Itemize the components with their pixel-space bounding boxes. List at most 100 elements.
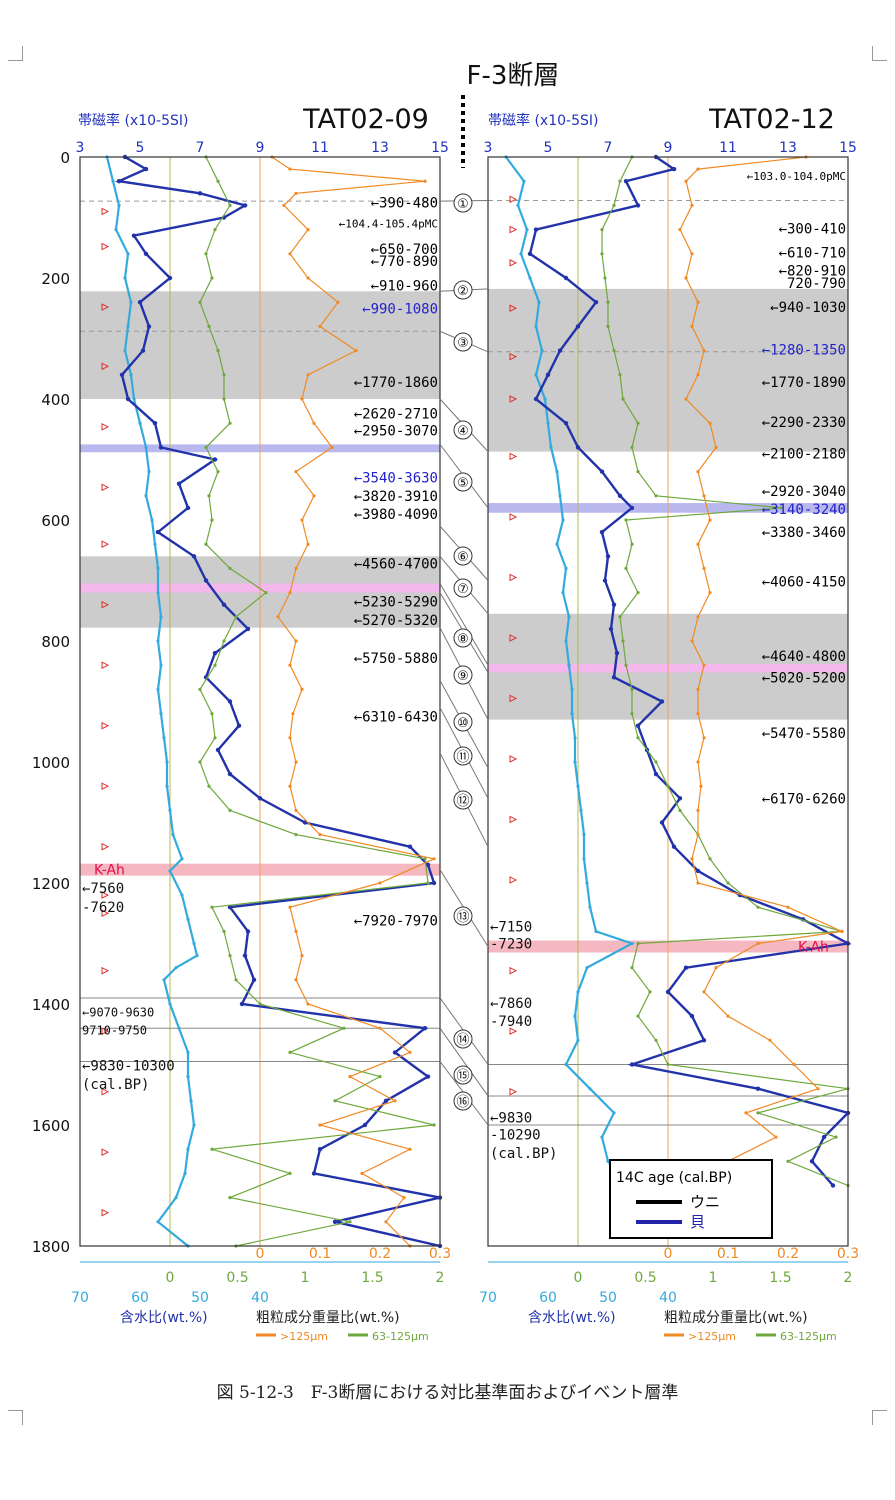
point-water [191, 554, 197, 559]
point-magnetic [558, 494, 562, 498]
coarse-axis-label: 粗粒成分重量比(wt.%) [256, 1310, 400, 1326]
point-coarse_125 [306, 276, 310, 280]
depth-tick-label: 400 [41, 391, 70, 409]
correlation-circle [453, 712, 473, 732]
point-coarse_125 [432, 857, 436, 861]
coarse63-tick-label: 1 [301, 1270, 310, 1286]
connector-line [439, 1027, 489, 1097]
date-label: ←910-960 [371, 278, 438, 294]
date-label: ←770-890 [371, 254, 438, 270]
correlation-circle [453, 420, 473, 440]
point-water [185, 505, 191, 511]
correlation-circle [453, 628, 473, 648]
point-coarse_125 [696, 687, 700, 692]
point-coarse_125 [702, 663, 706, 667]
coarse125-tick-label: 0.2 [777, 1246, 799, 1262]
point-coarse_125 [294, 978, 298, 982]
point-coarse_125 [708, 518, 712, 522]
point-magnetic [183, 1171, 187, 1175]
coarse63-tick-label: 1.5 [769, 1270, 791, 1286]
date-label: ←7920-7970 [354, 914, 438, 930]
coarse125-tick-label: 0 [664, 1246, 673, 1262]
correlation-number: ⑬ [456, 910, 469, 925]
point-magnetic [111, 179, 115, 183]
point-magnetic [516, 203, 520, 207]
water-tick-label: 60 [539, 1290, 557, 1306]
coarse63-tick-label: 0 [574, 1270, 583, 1286]
point-coarse_63 [618, 373, 622, 377]
coarse125-tick-label: 0.3 [837, 1246, 859, 1262]
point-magnetic [117, 203, 121, 207]
point-coarse_63 [786, 1159, 790, 1163]
coarse125-tick-label: 0.1 [309, 1246, 331, 1262]
point-magnetic [159, 663, 163, 667]
point-magnetic [156, 566, 160, 571]
point-magnetic [129, 300, 133, 304]
point-coarse_125 [714, 966, 718, 970]
point-coarse_63 [222, 397, 226, 401]
date-label: ←6170-6260 [762, 791, 846, 807]
date-label-left: ←7560 [82, 881, 124, 897]
sample-marker [509, 304, 518, 313]
point-coarse_125 [696, 300, 700, 304]
point-coarse_125 [312, 421, 316, 425]
point-coarse_125 [294, 808, 298, 813]
point-water [602, 578, 608, 583]
series-magnetic [105, 156, 199, 1247]
point-magnetic [144, 494, 148, 498]
legend-label-shell: 貝 [690, 1213, 705, 1231]
point-magnetic [126, 324, 130, 328]
point-coarse_125 [294, 760, 298, 764]
point-magnetic [123, 276, 127, 280]
sample-marker [509, 395, 518, 403]
point-magnetic [546, 421, 550, 425]
sample-marker [509, 352, 518, 361]
point-coarse_125 [726, 1014, 730, 1018]
sub-legend-label-125: >125μm [688, 1330, 736, 1343]
point-magnetic [573, 1014, 577, 1018]
magnetic-tick-label: 11 [719, 140, 737, 156]
point-coarse_63 [378, 1075, 382, 1079]
point-magnetic [168, 808, 172, 813]
point-coarse_125 [348, 1075, 352, 1079]
magnetic-tick-label: 11 [311, 140, 329, 156]
point-magnetic [156, 687, 160, 692]
sample-marker [101, 909, 110, 918]
point-magnetic [576, 1038, 580, 1042]
point-coarse_63 [222, 929, 226, 934]
point-magnetic [534, 373, 538, 377]
point-magnetic [192, 1123, 196, 1127]
point-coarse_63 [228, 1196, 232, 1200]
point-coarse_125 [300, 687, 304, 692]
point-coarse_125 [696, 615, 700, 619]
point-magnetic [180, 857, 184, 861]
point-coarse_63 [624, 518, 628, 522]
connector-line [439, 583, 489, 666]
point-coarse_125 [306, 373, 310, 377]
point-coarse_63 [606, 300, 610, 304]
point-coarse_63 [624, 663, 628, 667]
point-coarse_125 [294, 470, 298, 474]
sample-marker [509, 513, 518, 521]
sub-legend-label-125: >125μm [280, 1330, 328, 1343]
sample-marker [509, 694, 518, 703]
point-coarse_63 [678, 808, 682, 813]
point-coarse_63 [222, 373, 226, 377]
sample-marker [101, 1087, 110, 1096]
point-coarse_63 [222, 639, 226, 643]
point-magnetic [174, 1196, 178, 1200]
point-magnetic [540, 349, 544, 353]
point-water [575, 445, 581, 450]
crop-mark [872, 46, 887, 61]
legend: 14C age (cal.BP) ウニ 貝 [609, 1159, 773, 1239]
point-coarse_125 [300, 397, 304, 401]
point-coarse_63 [630, 712, 634, 716]
magnetic-tick-label: 5 [136, 140, 145, 156]
point-coarse_63 [228, 808, 232, 813]
point-water [197, 191, 203, 196]
date-label-left: -10290 [490, 1128, 541, 1144]
point-coarse_125 [330, 445, 334, 449]
point-coarse_63 [210, 518, 214, 522]
plot-frame [79, 156, 441, 1247]
